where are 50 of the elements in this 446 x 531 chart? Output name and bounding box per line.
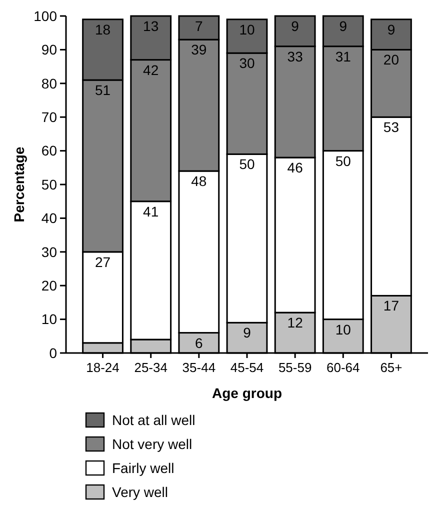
y-tick-label: 20 <box>41 278 58 294</box>
y-tick-label: 40 <box>41 210 58 226</box>
data-label: 20 <box>383 52 400 68</box>
y-tick-label: 50 <box>41 176 58 192</box>
data-label: 10 <box>239 21 255 38</box>
x-tick-label: 25-34 <box>134 360 168 375</box>
data-label: 50 <box>239 156 255 172</box>
y-tick-label: 90 <box>41 42 58 58</box>
data-label: 6 <box>195 334 204 351</box>
y-tick-label: 60 <box>41 142 58 159</box>
data-label: 42 <box>143 62 159 78</box>
legend-label: Very well <box>112 484 168 500</box>
x-axis-title: Age group <box>212 385 282 401</box>
data-label: 17 <box>383 298 400 314</box>
y-tick-label: 10 <box>41 311 58 328</box>
x-tick-label: 45-54 <box>230 360 264 375</box>
data-label: 18 <box>94 21 111 38</box>
data-label: 12 <box>287 314 304 331</box>
data-label: 7 <box>195 18 204 34</box>
x-tick-label: 55-59 <box>278 360 312 375</box>
y-tick-label: 30 <box>41 244 58 260</box>
x-tick-label: 35-44 <box>182 360 216 375</box>
x-tick-label: 65+ <box>380 360 402 375</box>
data-label: 9 <box>243 324 252 341</box>
legend-label: Not very well <box>112 436 192 452</box>
data-label: 9 <box>387 21 396 38</box>
y-tick-label: 70 <box>41 109 58 125</box>
data-label: 9 <box>291 18 300 34</box>
data-label: 46 <box>287 160 304 176</box>
data-label: 50 <box>335 152 352 169</box>
data-label: 9 <box>339 18 348 34</box>
y-axis-title: Percentage <box>11 146 27 222</box>
y-tick-label: 80 <box>41 75 58 92</box>
data-label: 51 <box>94 82 111 98</box>
data-label: 48 <box>191 173 207 190</box>
data-label: 41 <box>143 203 159 220</box>
data-label: 53 <box>383 119 400 136</box>
data-label: 33 <box>287 48 304 64</box>
data-label: 13 <box>143 18 159 34</box>
x-tick-label: 60-64 <box>326 360 360 375</box>
y-tick-label: 100 <box>34 8 58 24</box>
data-label: 39 <box>191 42 207 58</box>
data-label: 27 <box>94 254 111 270</box>
y-tick-label: 0 <box>49 344 58 361</box>
x-tick-label: 18-24 <box>86 360 120 375</box>
data-label: 31 <box>335 48 352 64</box>
data-label: 10 <box>335 321 352 338</box>
legend-label: Fairly well <box>112 460 174 476</box>
legend-label: Not at all well <box>112 412 196 428</box>
data-label: 30 <box>239 55 255 72</box>
